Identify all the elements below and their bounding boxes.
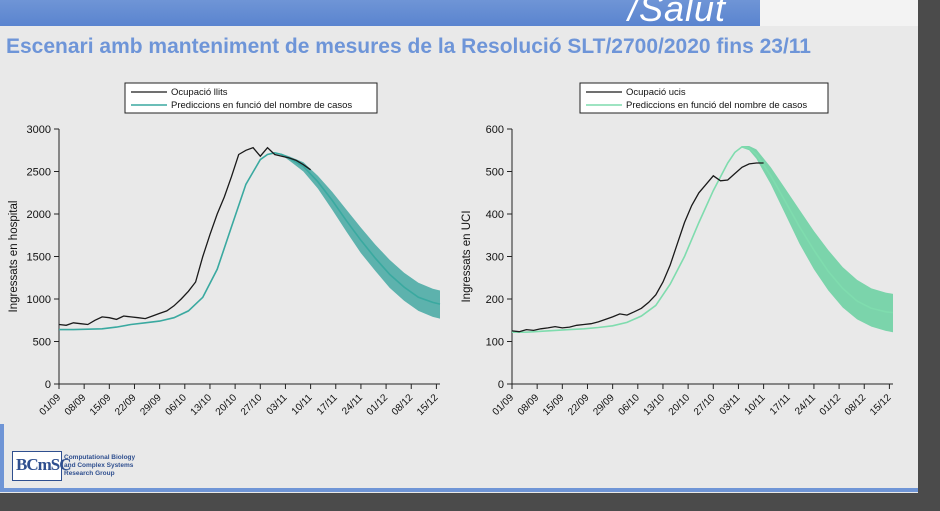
logo-caption-line3: Research Group: [64, 470, 115, 477]
icu-y-tick-label: 600: [486, 124, 504, 136]
hospital-x-tick-label: 20/10: [214, 392, 240, 418]
icu-y-tick-label: 0: [498, 379, 504, 391]
hospital-x-tick-label: 10/11: [290, 392, 315, 417]
hospital-chart: 0 500 1000 1500 2000 2500 3000 01/09 08/09 15/09 2…: [0, 80, 460, 430]
icu-x-tick-label: 01/12: [818, 392, 844, 418]
icu-x-tick-label: 10/11: [743, 392, 768, 417]
hospital-x-tick-label: 06/10: [163, 392, 189, 418]
icu-x-tick-label: 08/12: [843, 392, 869, 418]
hospital-x-tick-label: 08/12: [390, 392, 416, 418]
hospital-x-tick-label: 15/09: [88, 392, 114, 418]
hospital-observed-line: [58, 146, 311, 326]
icu-y-axis-label: Ingressats en UCI: [461, 210, 473, 302]
icu-x-tick-label: 01/09: [491, 392, 517, 418]
icu-x-tick-label: 06/10: [616, 392, 642, 418]
hospital-legend-label-prediction: Prediccions en funció del nombre de caso…: [171, 100, 352, 111]
icu-observed-line: [511, 162, 764, 333]
hospital-x-tick-label: 24/11: [340, 392, 365, 417]
icu-x-tick-label: 15/09: [541, 392, 567, 418]
hospital-y-axis-label: Ingressats en hospital: [8, 201, 20, 313]
hospital-y-tick-label: 1000: [27, 294, 51, 306]
hospital-x-tick-label: 13/10: [189, 392, 215, 418]
hospital-y-tick-label: 2000: [27, 209, 51, 221]
icu-x-tick-label: 20/10: [667, 392, 693, 418]
icu-x-tick-label: 08/09: [516, 392, 542, 418]
hospital-x-tick-label: 01/09: [38, 392, 64, 418]
top-banner-light-block: [760, 0, 920, 26]
hospital-y-tick-label: 500: [33, 337, 51, 349]
hospital-x-tick-label: 08/09: [63, 392, 89, 418]
hospital-x-tick-label: 15/12: [415, 392, 441, 418]
icu-x-tick-label: 27/10: [692, 392, 718, 418]
icu-prediction-line: [512, 145, 894, 333]
hospital-x-tick-label: 22/09: [113, 392, 139, 418]
logo-caption-line2: and Complex Systems: [64, 462, 134, 469]
icu-chart: 0 100 200 300 400 500 600 01/09 08/09 15/09 22/09 2…: [455, 80, 915, 430]
icu-legend: [579, 82, 829, 114]
left-accent-strip: [0, 424, 4, 490]
icu-x-tick-label: 17/11: [768, 392, 793, 417]
icu-x-tick-label: 29/09: [591, 392, 617, 418]
hospital-y-tick-label: 2500: [27, 167, 51, 179]
logo-caption-line1: Computational Biology: [64, 454, 136, 461]
icu-legend-label-observed: Ocupació ucis: [626, 87, 686, 98]
research-group-logo: BCmSC: [12, 451, 72, 481]
hospital-x-tick-label: 17/11: [315, 392, 340, 417]
icu-x-tick-label: 24/11: [793, 392, 818, 417]
hospital-x-tick-label: 27/10: [239, 392, 265, 418]
icu-x-tick-label: 15/12: [868, 392, 894, 418]
hospital-prediction-band: [59, 152, 440, 330]
icu-y-tick-label: 500: [486, 167, 504, 179]
icu-y-tick-label: 200: [486, 294, 504, 306]
icu-x-tick-label: 03/11: [718, 392, 743, 417]
brand-label: /Salut: [628, 0, 727, 29]
hospital-prediction-line: [59, 151, 441, 331]
icu-legend-label-prediction: Prediccions en funció del nombre de caso…: [626, 100, 807, 111]
hospital-x-tick-label: 03/11: [265, 392, 290, 417]
hospital-x-tick-label: 01/12: [365, 392, 391, 418]
hospital-x-tick-label: 29/09: [138, 392, 164, 418]
icu-x-tick-label: 22/09: [566, 392, 592, 418]
icu-y-tick-label: 100: [486, 337, 504, 349]
icu-prediction-band: [512, 146, 893, 333]
hospital-y-tick-label: 3000: [27, 124, 51, 136]
icu-x-tick-label: 13/10: [642, 392, 668, 418]
bottom-dark-strip: [0, 493, 940, 511]
icu-y-tick-label: 400: [486, 209, 504, 221]
hospital-y-tick-label: 0: [45, 379, 51, 391]
hospital-legend-label-observed: Ocupació llits: [171, 87, 228, 98]
icu-y-tick-label: 300: [486, 252, 504, 264]
logo-caption: Computational Biology and Complex System…: [64, 454, 164, 478]
hospital-legend: [124, 82, 378, 114]
hospital-y-tick-label: 1500: [27, 252, 51, 264]
right-dark-edge: [918, 0, 940, 511]
logo-letters: BCmSC: [16, 455, 72, 474]
page-title: Escenari amb manteniment de mesures de l…: [6, 35, 811, 58]
bottom-accent-line: [0, 488, 918, 492]
